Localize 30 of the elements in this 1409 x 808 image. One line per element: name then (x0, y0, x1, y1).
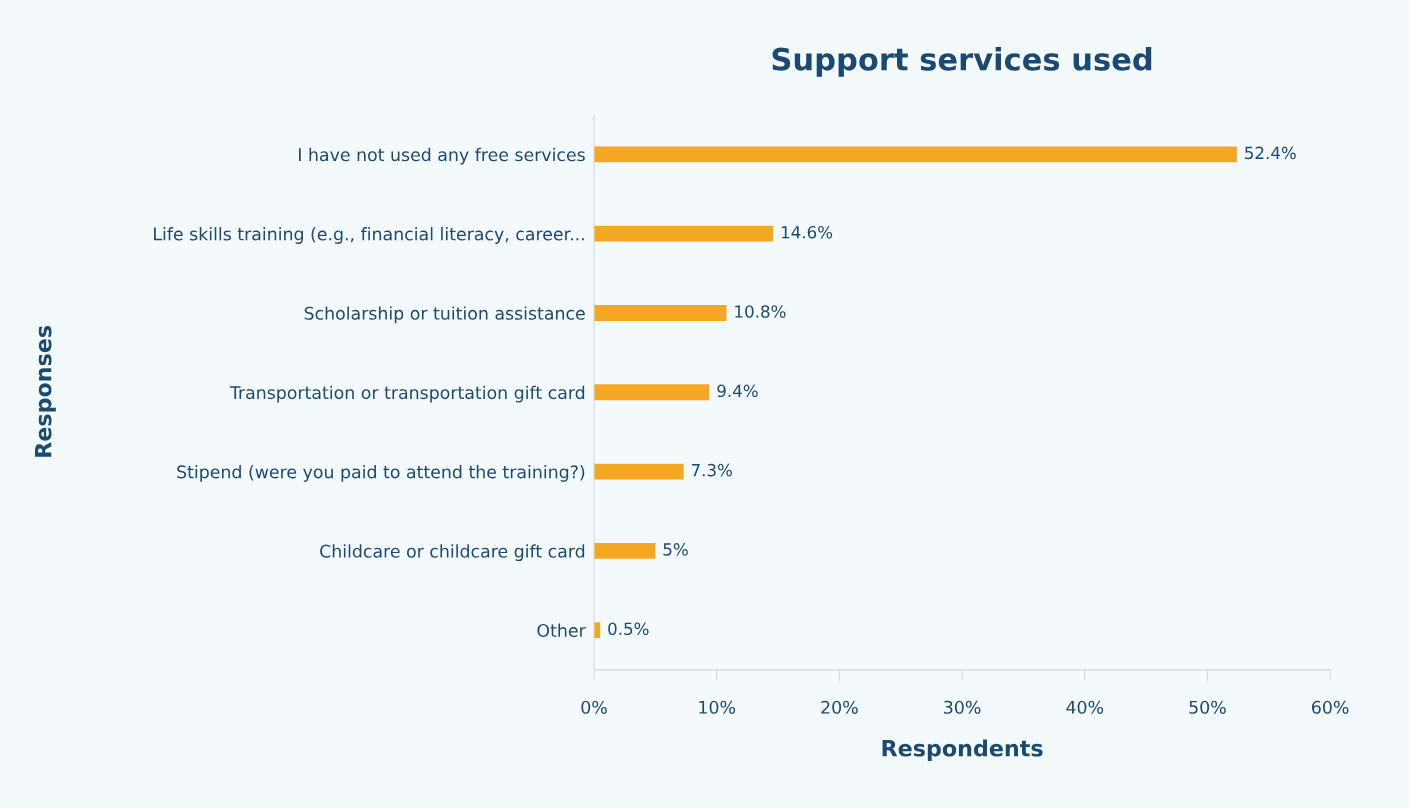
x-tick-label: 60% (1312, 700, 1349, 714)
bar (594, 463, 684, 480)
y-tick-label: Scholarship or tuition assistance (304, 306, 585, 324)
y-tick-label: Other (537, 623, 586, 638)
y-tick-label: I have not used any free services (299, 147, 585, 165)
x-tick-label: 30% (944, 700, 981, 714)
y-tick-label: Transportation or transportation gift card (229, 385, 585, 403)
data-label: 7.3% (691, 463, 732, 477)
bar (594, 225, 774, 242)
x-tick-label: 0% (581, 700, 607, 714)
bar (594, 146, 1237, 163)
x-tick-label: 20% (821, 700, 858, 714)
bar (594, 542, 656, 559)
bar (594, 305, 727, 321)
chart-title: Support services used (772, 47, 1152, 77)
data-label: 14.6% (781, 225, 833, 239)
y-tick-label: Life skills training (e.g., financial literacy, career... (154, 227, 584, 244)
data-label: 10.8% (735, 305, 786, 318)
bar (594, 384, 710, 401)
y-tick-label: Stipend (were you paid to attend the training?) (177, 464, 585, 482)
y-tick-label: Childcare or childcare gift card (320, 544, 585, 562)
data-label: 52.4% (1245, 146, 1296, 160)
x-tick-label: 40% (1066, 700, 1104, 714)
x-axis-title: Respondents (882, 739, 1043, 761)
data-label: 5% (663, 543, 688, 556)
y-axis-title: Responses (35, 325, 56, 457)
x-tick-label: 50% (1189, 700, 1226, 714)
data-label: 9.4% (717, 384, 758, 398)
x-tick-label: 10% (699, 700, 736, 714)
data-label: 0.5% (608, 622, 649, 636)
